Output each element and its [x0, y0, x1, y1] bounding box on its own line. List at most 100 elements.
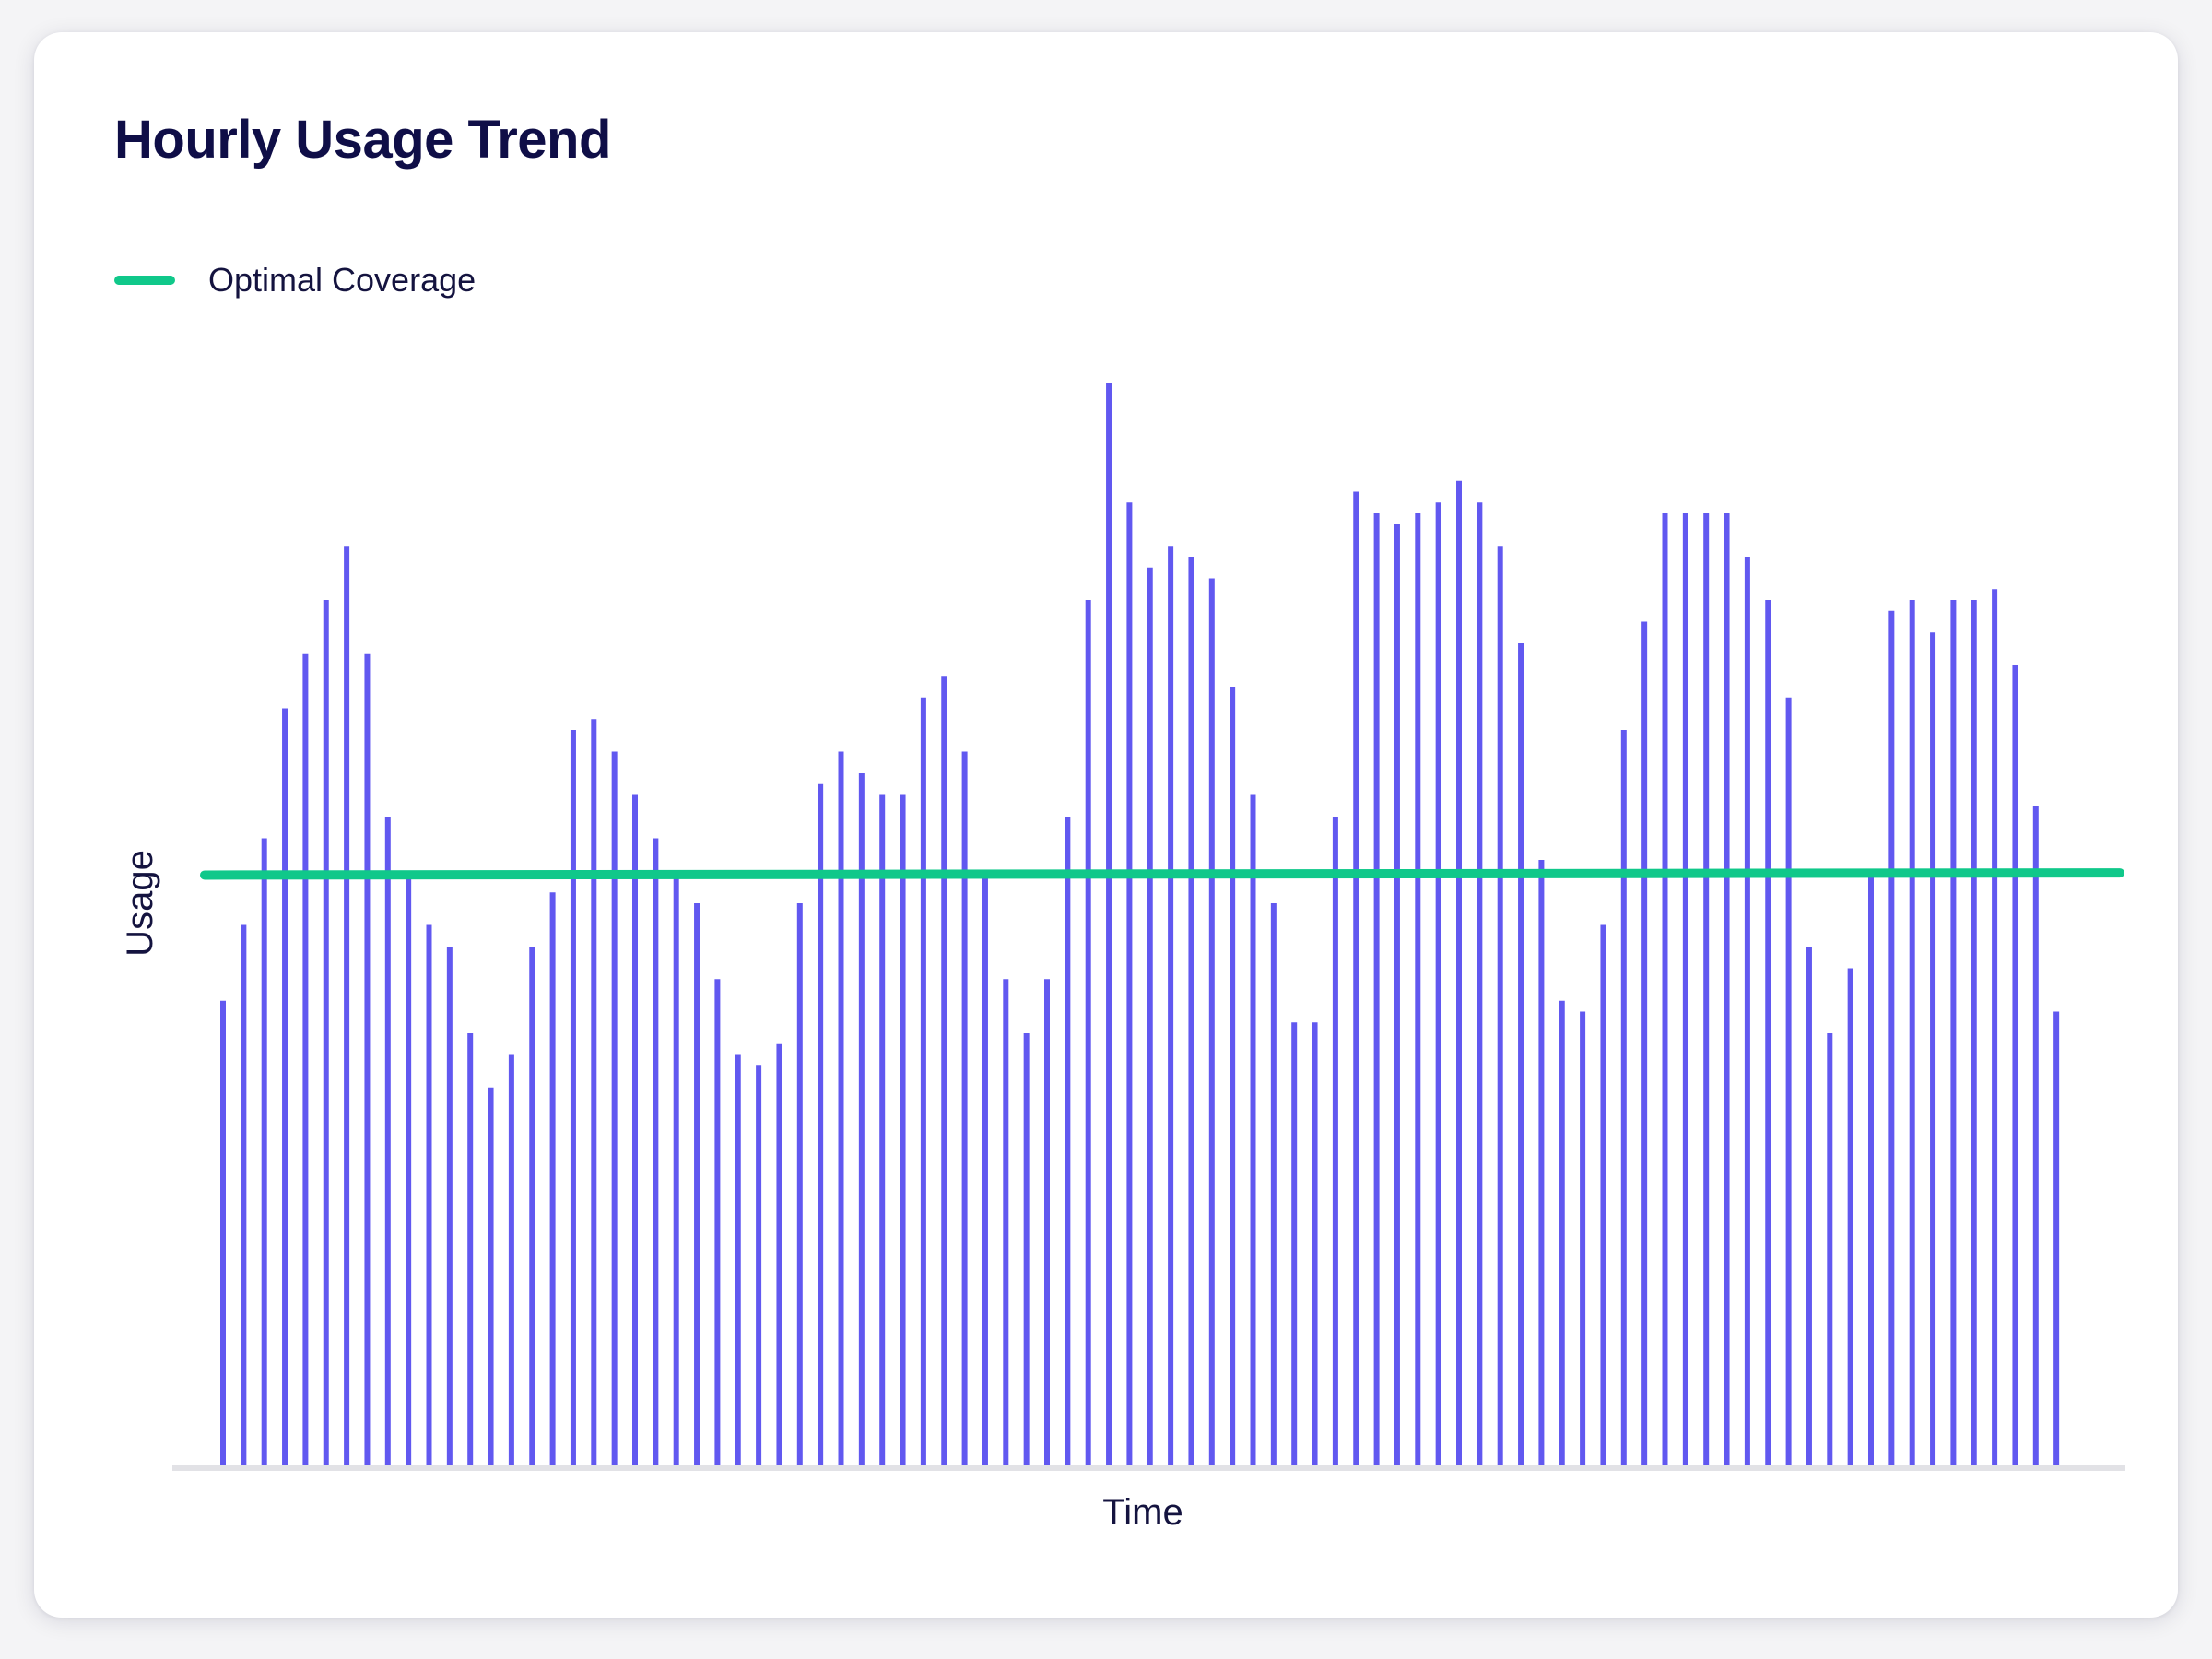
bar	[529, 947, 535, 1466]
bar	[1827, 1033, 1833, 1466]
bar	[446, 947, 453, 1466]
bar	[1291, 1022, 1298, 1466]
bar	[1168, 546, 1174, 1466]
bar	[1477, 502, 1483, 1466]
bar	[1703, 513, 1710, 1466]
bar	[1641, 621, 1648, 1466]
bar	[384, 817, 391, 1466]
bar	[467, 1033, 474, 1466]
bar	[673, 870, 679, 1466]
bar	[756, 1065, 762, 1466]
bar	[1023, 1033, 1030, 1466]
bar	[1270, 903, 1277, 1466]
bar	[1497, 546, 1503, 1466]
bar	[1230, 687, 1236, 1466]
bar	[1909, 600, 1915, 1466]
bar	[1518, 643, 1524, 1466]
bar	[1662, 513, 1668, 1466]
bar	[1847, 968, 1853, 1466]
chart-title: Hourly Usage Trend	[114, 110, 611, 170]
bar	[1332, 817, 1338, 1466]
bar	[1394, 524, 1400, 1466]
bar	[1003, 979, 1009, 1466]
bar	[1044, 979, 1050, 1466]
bar	[2032, 806, 2039, 1466]
x-axis-label: Time	[1102, 1492, 1182, 1533]
bar	[488, 1087, 494, 1466]
bar	[900, 794, 906, 1466]
bar	[632, 794, 638, 1466]
bar	[2053, 1011, 2060, 1466]
bar	[1538, 860, 1545, 1466]
bar	[694, 903, 700, 1466]
y-axis-label: Usage	[120, 850, 160, 957]
bar	[1744, 557, 1750, 1466]
bar	[879, 794, 886, 1466]
bar	[611, 751, 618, 1466]
bar	[796, 903, 803, 1466]
bar	[282, 708, 288, 1466]
bar	[1930, 632, 1936, 1466]
bar	[1950, 600, 1957, 1466]
bar	[1620, 730, 1627, 1466]
bar	[241, 924, 247, 1466]
bars	[220, 383, 2060, 1466]
bar	[961, 751, 968, 1466]
bar	[982, 870, 988, 1466]
bar	[1106, 383, 1112, 1466]
bar	[776, 1043, 782, 1466]
bar	[302, 653, 309, 1466]
bar	[406, 870, 412, 1466]
bar	[1250, 794, 1256, 1466]
bar	[508, 1054, 514, 1466]
bar	[1435, 502, 1441, 1466]
legend-label-optimal-coverage: Optimal Coverage	[208, 261, 477, 299]
bar	[2012, 665, 2018, 1466]
bar	[1312, 1022, 1318, 1466]
bar	[941, 676, 947, 1466]
bar	[1888, 610, 1895, 1466]
bar	[1682, 513, 1688, 1466]
bar	[261, 838, 267, 1466]
bar	[220, 1000, 226, 1466]
bar	[653, 838, 659, 1466]
chart-card	[34, 32, 2178, 1618]
legend: Optimal Coverage	[114, 258, 476, 302]
bar	[549, 892, 556, 1466]
bar	[1208, 578, 1215, 1466]
bar	[1806, 947, 1812, 1466]
bar	[920, 697, 926, 1466]
bar	[1065, 817, 1071, 1466]
bar	[1353, 491, 1359, 1466]
bar	[1559, 1000, 1565, 1466]
bar	[1188, 557, 1194, 1466]
bar	[1456, 480, 1462, 1466]
bar	[714, 979, 721, 1466]
bar	[1126, 502, 1133, 1466]
bar	[838, 751, 844, 1466]
bar	[1415, 513, 1421, 1466]
bar	[1868, 870, 1874, 1466]
bar	[1992, 589, 1998, 1466]
bar	[344, 546, 350, 1466]
optimal-coverage-line	[200, 868, 2124, 880]
bar	[570, 730, 576, 1466]
bar	[1785, 697, 1792, 1466]
bar	[858, 773, 865, 1466]
bar	[1085, 600, 1091, 1466]
bar	[1580, 1011, 1586, 1466]
bar	[1971, 600, 1977, 1466]
bar	[1600, 924, 1606, 1466]
legend-swatch-optimal-coverage	[114, 276, 175, 285]
bar	[735, 1054, 741, 1466]
bar	[818, 783, 824, 1466]
bar	[426, 924, 432, 1466]
bar	[323, 600, 329, 1466]
bar	[1765, 600, 1771, 1466]
bar	[1147, 567, 1153, 1466]
bar	[591, 719, 597, 1466]
bar	[1373, 513, 1380, 1466]
bar	[1724, 513, 1730, 1466]
bar	[364, 653, 371, 1466]
